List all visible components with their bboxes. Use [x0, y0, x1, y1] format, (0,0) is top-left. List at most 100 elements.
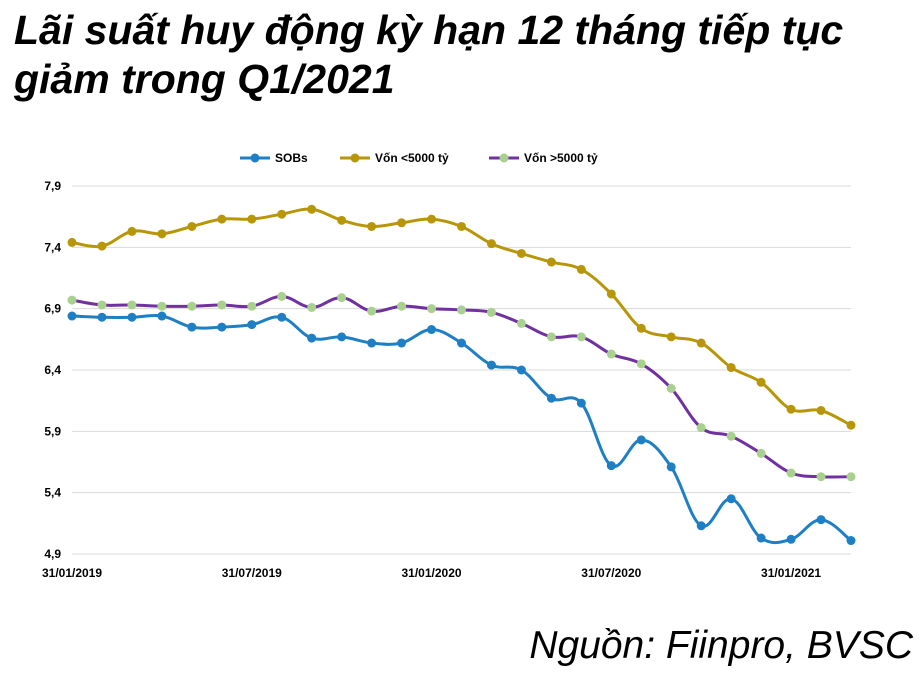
data-point	[187, 221, 197, 231]
data-point	[696, 338, 706, 348]
data-point	[307, 333, 317, 343]
legend-label: SOBs	[275, 151, 308, 165]
data-point	[756, 377, 766, 387]
legend-label: Vốn <5000 tỷ	[375, 151, 449, 165]
data-point	[516, 248, 526, 258]
data-point	[546, 257, 556, 267]
data-point	[337, 215, 347, 225]
source-note: Nguồn: Fiinpro, BVSC	[529, 624, 913, 667]
y-tick-label: 7,9	[44, 179, 61, 193]
data-point	[666, 332, 676, 342]
data-point	[187, 322, 197, 332]
data-point	[67, 237, 77, 247]
data-point	[67, 295, 77, 305]
data-point	[636, 359, 646, 369]
y-tick-label: 5,4	[44, 486, 61, 500]
data-point	[397, 218, 407, 228]
y-tick-label: 6,9	[44, 302, 61, 316]
data-point	[726, 363, 736, 373]
data-point	[756, 448, 766, 458]
line-chart: 7,9 7,4 6,9 6,4 5,9 5,4 4,9 31/01/2019 31/07/20…	[42, 151, 856, 580]
data-point	[486, 307, 496, 317]
y-tick-label: 4,9	[44, 547, 61, 561]
data-point	[516, 318, 526, 328]
data-point	[457, 305, 466, 315]
data-point	[816, 515, 826, 525]
data-point	[546, 393, 556, 403]
data-point	[427, 304, 437, 314]
legend-swatch-marker	[350, 153, 360, 163]
data-point	[307, 302, 317, 312]
legend-label: Vốn >5000 tỷ	[524, 151, 598, 165]
y-axis-ticks: 7,9 7,4 6,9 6,4 5,9 5,4 4,9	[44, 179, 61, 561]
series-small-firms	[67, 204, 856, 430]
title-line-1: Lãi suất huy động kỳ hạn 12 tháng tiếp t…	[14, 7, 844, 53]
data-point	[786, 404, 796, 414]
data-point	[97, 300, 107, 310]
legend-item-large-firms: Vốn >5000 tỷ	[489, 151, 598, 165]
series-line-large-firms	[71, 294, 852, 479]
data-point	[516, 365, 526, 375]
data-point	[67, 311, 77, 321]
chart-title: Lãi suất huy động kỳ hạn 12 tháng tiếp t…	[14, 6, 914, 104]
data-point	[726, 431, 736, 441]
data-point	[606, 289, 616, 299]
data-point	[666, 462, 676, 472]
data-point	[157, 311, 167, 321]
data-point	[696, 423, 706, 433]
data-point	[816, 405, 826, 415]
data-point	[726, 494, 736, 504]
x-tick-label: 31/01/2020	[402, 566, 462, 580]
data-point	[247, 214, 257, 224]
legend-swatch-marker	[499, 153, 509, 163]
data-point	[696, 521, 706, 531]
data-point	[397, 338, 407, 348]
data-point	[846, 472, 856, 482]
data-point	[157, 229, 167, 239]
x-tick-label: 31/07/2019	[222, 566, 282, 580]
series-line-sobs	[71, 313, 852, 545]
data-point	[247, 301, 257, 311]
data-point	[247, 320, 257, 330]
y-tick-label: 6,4	[44, 363, 61, 377]
title-line-2: giảm trong Q1/2021	[14, 56, 395, 102]
series-large-firms	[67, 291, 856, 482]
y-tick-label: 5,9	[44, 424, 61, 438]
data-point	[367, 306, 377, 316]
data-point	[486, 360, 496, 370]
data-point	[127, 312, 137, 322]
data-point	[457, 338, 466, 348]
data-point	[97, 241, 107, 251]
legend-item-small-firms: Vốn <5000 tỷ	[340, 151, 449, 165]
series-line-small-firms	[71, 207, 852, 427]
data-point	[337, 293, 347, 303]
data-point	[636, 435, 646, 445]
data-point	[786, 534, 796, 544]
data-point	[397, 301, 407, 311]
data-point	[576, 398, 586, 408]
data-point	[486, 239, 496, 249]
data-point	[606, 461, 616, 471]
data-point	[606, 349, 616, 359]
data-point	[846, 536, 856, 546]
y-tick-label: 7,4	[44, 240, 61, 254]
legend-swatch-marker	[250, 153, 260, 163]
data-point	[307, 204, 317, 214]
data-point	[187, 301, 197, 311]
data-point	[217, 214, 227, 224]
x-axis-ticks: 31/01/2019 31/07/2019 31/01/2020 31/07/2020…	[42, 566, 821, 580]
data-point	[576, 332, 586, 342]
legend: SOBs Vốn <5000 tỷ Vốn >5000 tỷ	[240, 151, 598, 165]
data-point	[816, 472, 826, 482]
data-point	[127, 300, 137, 310]
x-tick-label: 31/07/2020	[581, 566, 641, 580]
data-point	[127, 226, 137, 236]
data-point	[367, 338, 377, 348]
data-point	[786, 468, 796, 478]
data-point	[576, 264, 586, 274]
data-point	[546, 332, 556, 342]
data-point	[337, 332, 347, 342]
series-sobs	[67, 311, 856, 546]
data-point	[427, 214, 437, 224]
data-point	[367, 221, 377, 231]
